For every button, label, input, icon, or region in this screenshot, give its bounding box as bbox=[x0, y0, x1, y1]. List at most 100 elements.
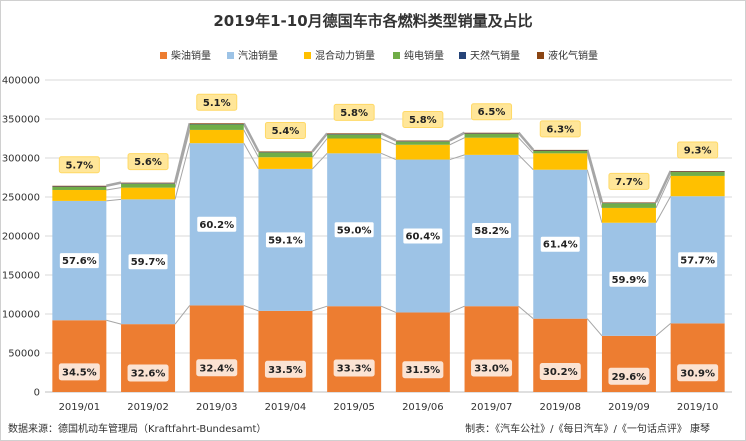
stack-connector-lines bbox=[106, 122, 672, 337]
connector-line bbox=[173, 122, 191, 183]
bar-segment bbox=[52, 320, 107, 392]
connector-line bbox=[106, 319, 122, 325]
x-tick-label: 2019/05 bbox=[333, 402, 375, 413]
share-label-box bbox=[539, 235, 581, 253]
share-label-box bbox=[127, 364, 169, 382]
connector-line bbox=[655, 175, 672, 209]
share-label: 59.7% bbox=[131, 257, 166, 268]
share-label-box bbox=[264, 360, 306, 378]
share-label: 59.0% bbox=[337, 225, 372, 236]
bar-segment bbox=[464, 137, 519, 155]
share-label: 32.6% bbox=[131, 368, 166, 379]
share-label-box bbox=[608, 172, 650, 190]
connector-line bbox=[380, 132, 397, 142]
share-label: 31.5% bbox=[405, 365, 440, 376]
connector-line bbox=[518, 154, 534, 171]
legend-label: 天然气销量 bbox=[470, 49, 520, 62]
legend-label: 柴油销量 bbox=[171, 49, 211, 62]
share-label-box bbox=[264, 121, 306, 139]
bar-segment bbox=[327, 138, 382, 154]
connector-line bbox=[242, 122, 260, 153]
connector-line bbox=[312, 152, 328, 170]
share-label-box bbox=[58, 156, 100, 174]
share-label-box bbox=[264, 231, 306, 249]
share-label: 6.3% bbox=[546, 124, 574, 135]
connector-line bbox=[106, 198, 122, 202]
bar-segment bbox=[189, 129, 244, 144]
bar-segment bbox=[533, 153, 588, 170]
connector-line bbox=[518, 305, 534, 320]
share-label: 60.2% bbox=[199, 220, 234, 231]
bar-segment bbox=[670, 175, 725, 197]
x-tick-label: 2019/07 bbox=[471, 402, 513, 413]
connector-line bbox=[312, 138, 328, 158]
legend-label: 液化气销量 bbox=[548, 49, 598, 62]
connector-line bbox=[312, 305, 328, 312]
connector-line bbox=[654, 170, 672, 203]
x-tick-label: 2019/01 bbox=[59, 402, 101, 413]
share-label-box bbox=[402, 111, 444, 129]
bar-segment bbox=[601, 202, 656, 203]
legend-label: 混合动力销量 bbox=[315, 49, 375, 62]
bar-segment bbox=[464, 133, 519, 138]
connector-line bbox=[174, 129, 191, 188]
legend-label: 纯电销量 bbox=[404, 49, 444, 62]
connector-line bbox=[243, 304, 259, 312]
footer-credit: 制表：《汽车公社》/《每日汽车》/《一句话点评》 康琴 bbox=[465, 422, 710, 435]
y-axis: 0 50000 100000 150000 200000 250000 300000 3500… bbox=[2, 76, 40, 399]
connector-line bbox=[380, 152, 397, 161]
bar-segment bbox=[121, 183, 176, 188]
share-label-box bbox=[196, 93, 238, 111]
share-label: 29.6% bbox=[612, 372, 647, 383]
bar-segment bbox=[258, 152, 313, 158]
legend: 柴油销量 汽油销量 混合动力销量 纯电销量 天然气销量 液化气销量 bbox=[160, 49, 598, 62]
legend-swatch bbox=[393, 52, 400, 59]
share-label: 7.7% bbox=[615, 177, 643, 188]
share-label: 5.4% bbox=[272, 126, 300, 137]
legend-swatch bbox=[459, 52, 466, 59]
connector-line bbox=[518, 137, 534, 154]
share-label-box bbox=[471, 103, 513, 121]
legend-swatch bbox=[537, 52, 544, 59]
share-label: 33.5% bbox=[268, 365, 303, 376]
share-label-box bbox=[608, 367, 650, 385]
legend-swatch bbox=[227, 52, 234, 59]
bar-segment bbox=[327, 134, 382, 139]
bar-segment bbox=[395, 144, 450, 160]
share-label-box bbox=[677, 251, 719, 269]
share-label-box bbox=[196, 215, 238, 233]
bar-segment bbox=[327, 133, 382, 135]
connector-line bbox=[586, 318, 603, 337]
bar-segment bbox=[121, 187, 176, 200]
y-tick-label: 350000 bbox=[2, 115, 40, 126]
connector-line bbox=[655, 322, 671, 337]
bar-segment bbox=[533, 318, 588, 392]
bar-segment bbox=[533, 150, 588, 154]
legend-label: 汽油销量 bbox=[238, 49, 278, 62]
bar-segment bbox=[121, 182, 176, 184]
share-label: 9.3% bbox=[684, 146, 712, 157]
share-label-box bbox=[608, 270, 650, 288]
y-tick-label: 100000 bbox=[2, 310, 40, 321]
share-label-box bbox=[471, 359, 513, 377]
bar-segment bbox=[52, 186, 107, 190]
connector-line bbox=[243, 129, 259, 158]
x-tick-label: 2019/06 bbox=[402, 402, 444, 413]
share-label: 30.9% bbox=[680, 368, 715, 379]
bar-segment bbox=[464, 306, 519, 392]
connector-line bbox=[174, 305, 191, 325]
footer-source: 数据来源：德国机动车管理局（Kraftfahrt-Bundesamt） bbox=[8, 422, 266, 435]
share-label-box bbox=[539, 120, 581, 138]
x-tick-label: 2019/04 bbox=[265, 402, 307, 413]
x-tick-label: 2019/10 bbox=[677, 402, 719, 413]
x-tick-label: 2019/03 bbox=[196, 402, 238, 413]
connector-line bbox=[106, 181, 122, 187]
share-label-box bbox=[539, 362, 581, 380]
bar-segment bbox=[395, 140, 450, 142]
x-axis: 2019/01 2019/02 2019/03 2019/04 2019/05 2019/… bbox=[59, 402, 719, 413]
connector-line bbox=[655, 195, 672, 223]
share-label: 33.0% bbox=[474, 363, 509, 374]
share-label-box bbox=[677, 364, 719, 382]
share-label-box bbox=[127, 253, 169, 271]
